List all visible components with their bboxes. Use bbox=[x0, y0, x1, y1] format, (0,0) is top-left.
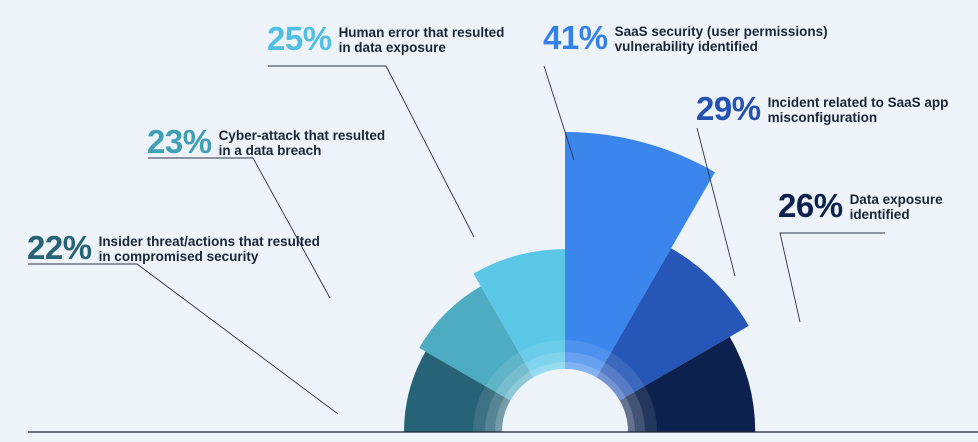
sector-5 bbox=[596, 248, 749, 401]
label-saas-security: 41% SaaS security (user permissions) vul… bbox=[543, 19, 847, 56]
leader-line-4 bbox=[543, 65, 575, 161]
leader-line-5 bbox=[696, 127, 736, 277]
percent-label: 23% bbox=[147, 123, 212, 160]
label-human-error: 25% Human error that resulted in data ex… bbox=[267, 20, 515, 57]
category-label: Incident related to SaaS app misconfigur… bbox=[767, 95, 949, 125]
center-hole bbox=[502, 369, 628, 432]
category-label: Insider threat/actions that resulted in … bbox=[98, 234, 320, 264]
percent-label: 41% bbox=[543, 19, 608, 56]
sector-4 bbox=[565, 132, 715, 378]
category-label: Cyber-attack that resulted in a data bre… bbox=[218, 128, 386, 158]
sector-3 bbox=[473, 249, 565, 378]
leader-line-6 bbox=[779, 232, 885, 323]
sector-2 bbox=[419, 286, 534, 401]
leader-line-2 bbox=[148, 157, 331, 299]
label-cyber-attack: 23% Cyber-attack that resulted in a data… bbox=[147, 123, 395, 160]
percent-label: 22% bbox=[27, 229, 92, 266]
sector-1 bbox=[404, 351, 511, 432]
percent-label: 29% bbox=[696, 90, 761, 127]
category-label: SaaS security (user permissions) vulnera… bbox=[614, 24, 828, 54]
category-label: Human error that resulted in data exposu… bbox=[338, 25, 505, 55]
category-label: Data exposure identified bbox=[849, 192, 943, 222]
leader-line-1 bbox=[28, 263, 339, 415]
percent-label: 25% bbox=[267, 20, 332, 57]
label-data-exposure: 26% Data exposure identified bbox=[778, 187, 960, 224]
label-insider-threat: 22% Insider threat/actions that resulted… bbox=[27, 229, 335, 266]
label-saas-misconfiguration: 29% Incident related to SaaS app misconf… bbox=[696, 90, 964, 127]
percent-label: 26% bbox=[778, 187, 843, 224]
sector-6 bbox=[619, 336, 756, 432]
leader-line-3 bbox=[268, 65, 475, 238]
